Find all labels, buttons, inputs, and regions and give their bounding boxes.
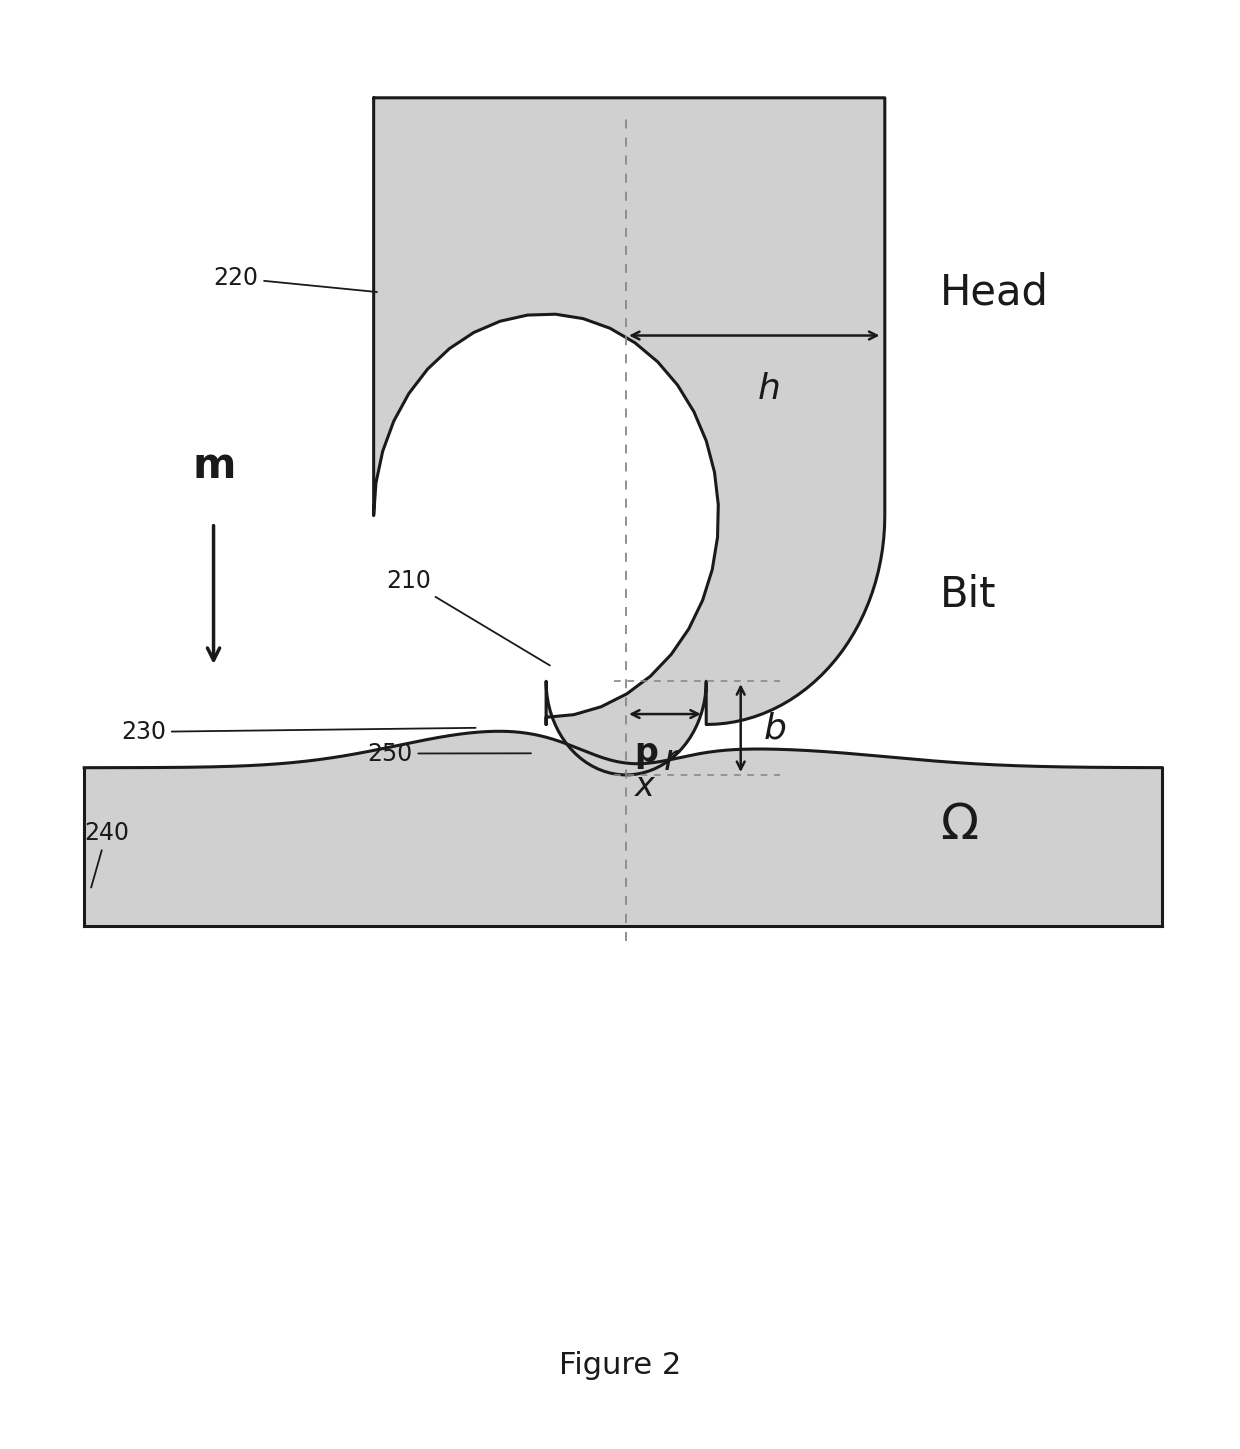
Text: $h$: $h$ (756, 371, 779, 406)
Text: $b$: $b$ (763, 711, 786, 745)
Text: 230: 230 (122, 720, 476, 743)
Text: 210: 210 (386, 568, 549, 665)
Text: Figure 2: Figure 2 (559, 1350, 681, 1379)
Text: $x$: $x$ (634, 771, 656, 803)
Polygon shape (84, 732, 1162, 926)
Text: $\mathbf{m}$: $\mathbf{m}$ (192, 445, 234, 487)
Text: Bit: Bit (940, 574, 997, 616)
Text: 250: 250 (367, 742, 531, 765)
Polygon shape (373, 99, 885, 775)
Text: $\Omega$: $\Omega$ (940, 801, 978, 849)
Text: 220: 220 (213, 267, 377, 293)
Text: $r$: $r$ (663, 743, 682, 777)
Text: 240: 240 (84, 820, 129, 887)
Text: $\mathbf{p}$: $\mathbf{p}$ (634, 738, 658, 771)
Text: Head: Head (940, 271, 1049, 313)
